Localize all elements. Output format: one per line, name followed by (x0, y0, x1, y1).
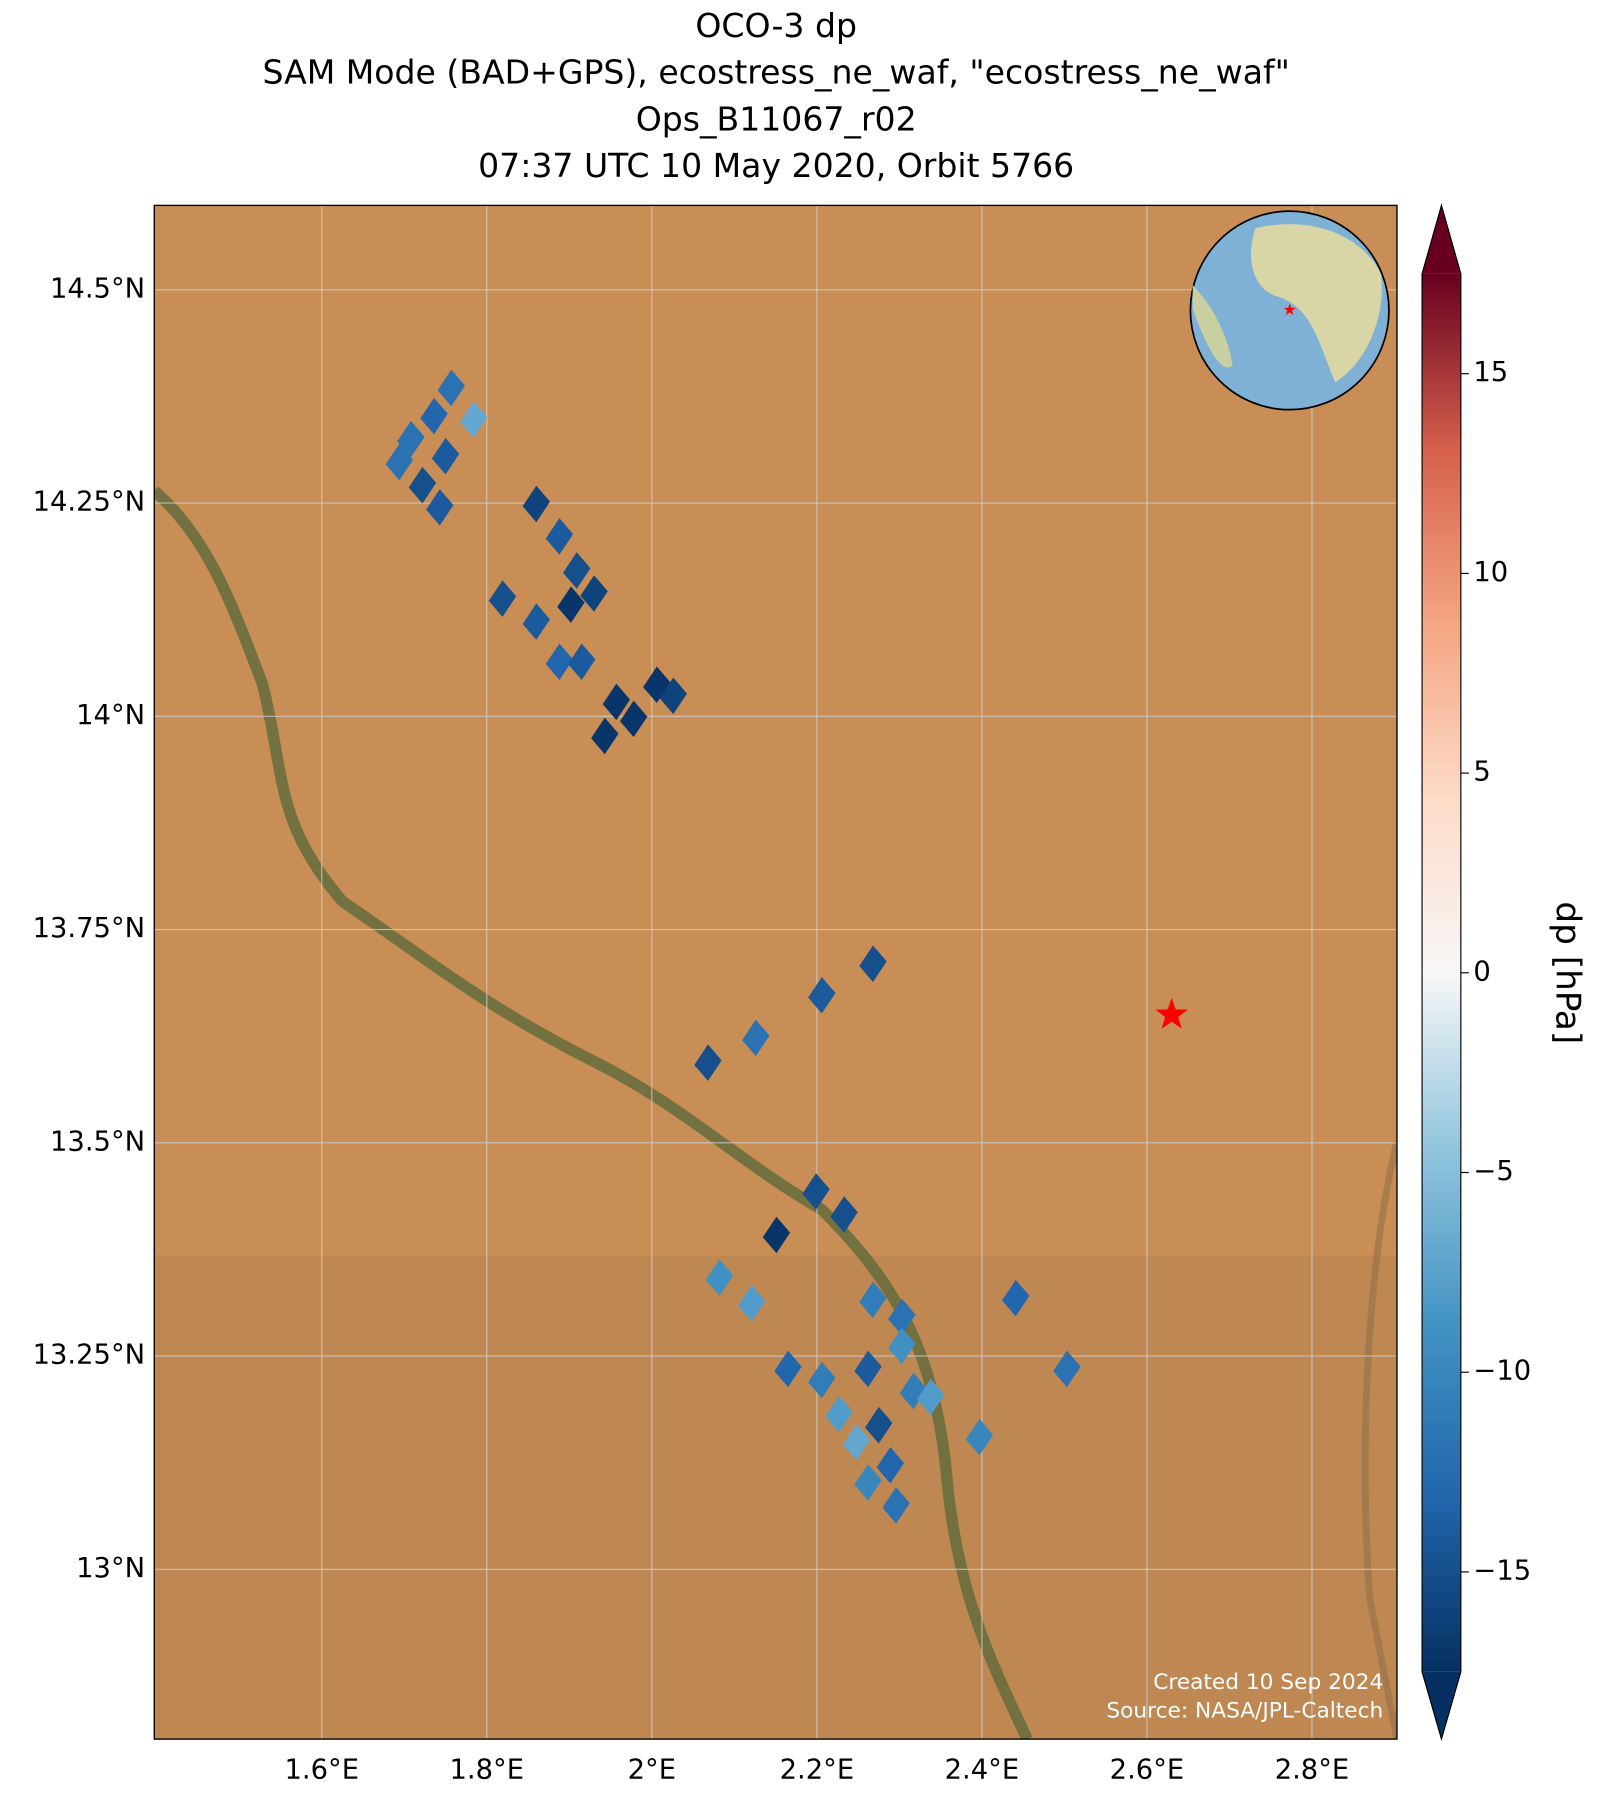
sounding (762, 1216, 791, 1254)
sounding (842, 1423, 871, 1461)
sounding (488, 580, 517, 617)
sounding (437, 369, 466, 407)
colorbar-tick-label: −5 (1473, 1156, 1513, 1187)
sounding (865, 1406, 893, 1444)
sounding (854, 1350, 882, 1388)
map-frame (153, 204, 1398, 1740)
sounding (568, 643, 596, 681)
sounding (737, 1284, 766, 1322)
sounding (545, 518, 574, 555)
colorbar-label: dp [hPa] (1547, 901, 1587, 1044)
x-tick-label: 2.8°E (1275, 1755, 1350, 1786)
sounding (830, 1196, 858, 1233)
sounding (876, 1447, 904, 1484)
x-tick-label: 2°E (628, 1755, 676, 1786)
x-tick-label: 2.4°E (945, 1755, 1020, 1786)
title-line: SAM Mode (BAD+GPS), ecostress_ne_waf, "e… (262, 53, 1289, 92)
sounding (431, 437, 460, 475)
sounding (385, 443, 414, 481)
colorbar-tick-label: −15 (1473, 1555, 1531, 1586)
sounding (643, 666, 671, 704)
y-tick-label: 14.25°N (33, 487, 146, 518)
sounding (545, 643, 574, 681)
colorbar-tick-label: 5 (1473, 757, 1490, 788)
svg-text:★: ★ (1283, 300, 1297, 319)
sounding (899, 1372, 928, 1410)
sounding (859, 1281, 887, 1319)
sounding (563, 552, 591, 589)
title-line: Ops_B11067_r02 (636, 99, 917, 138)
sounding (1002, 1279, 1030, 1317)
sounding (522, 485, 551, 523)
colorbar-extend-bottom (1422, 1671, 1461, 1740)
sounding (888, 1327, 916, 1365)
sounding (705, 1259, 734, 1296)
soundings (385, 369, 1188, 1524)
sounding (1053, 1350, 1081, 1388)
footer-text: Created 10 Sep 2024 (1153, 1670, 1383, 1695)
title-line: 07:37 UTC 10 May 2020, Orbit 5766 (478, 146, 1074, 185)
sounding (742, 1019, 770, 1057)
sounding (602, 683, 631, 721)
sounding (802, 1173, 830, 1210)
sounding (917, 1378, 945, 1416)
sounding (808, 977, 836, 1014)
x-tick-label: 1.8°E (450, 1755, 525, 1786)
sounding (426, 489, 454, 526)
sounding (459, 401, 488, 438)
sounding (854, 1464, 882, 1501)
sounding (965, 1418, 994, 1456)
sounding (408, 466, 437, 504)
colorbar-extend-top (1422, 205, 1461, 274)
sounding (619, 700, 648, 738)
x-tick-label: 2.2°E (780, 1755, 855, 1786)
sounding (888, 1298, 916, 1336)
target-star (1155, 997, 1188, 1029)
colorbar: −15 −10 −5 0 5 10 15 dp [hPa] (1421, 203, 1587, 1742)
sounding (522, 603, 551, 640)
colorbar-tick-label: 10 (1473, 557, 1508, 588)
sounding (808, 1361, 836, 1399)
colorbar-tick-label: −10 (1473, 1356, 1531, 1387)
footer-text: Source: NASA/JPL-Caltech (1106, 1699, 1383, 1724)
sounding (859, 945, 887, 982)
sounding (694, 1044, 722, 1081)
sounding (774, 1350, 802, 1388)
sounding (557, 586, 585, 623)
y-tick-label: 14°N (76, 700, 145, 731)
y-tick-label: 13°N (76, 1553, 145, 1584)
colorbar-tick-label: 15 (1473, 357, 1508, 388)
x-tick-label: 1.6°E (285, 1755, 360, 1786)
y-tick-label: 13.25°N (33, 1340, 146, 1371)
grid (154, 205, 1397, 1740)
y-tick-label: 14.5°N (50, 273, 145, 304)
sounding (659, 677, 687, 715)
sounding (397, 420, 425, 458)
colorbar-outline (1421, 203, 1462, 1742)
globe-inset: ★ (1189, 210, 1390, 411)
sounding (420, 397, 448, 435)
sounding (882, 1487, 910, 1524)
sounding (591, 717, 619, 755)
title-line: OCO-3 dp (695, 6, 857, 45)
y-tick-label: 13.5°N (50, 1126, 145, 1157)
ticks: 1.6°E 1.8°E 2°E 2.2°E 2.4°E 2.6°E 2.8°E 13°N 13.… (33, 273, 1350, 1785)
x-tick-label: 2.6°E (1110, 1755, 1185, 1786)
sounding (580, 575, 608, 612)
colorbar-body (1422, 273, 1461, 1672)
y-tick-label: 13.75°N (33, 913, 146, 944)
map-background (154, 205, 1397, 1740)
colorbar-tick-label: 0 (1473, 956, 1490, 987)
sounding (825, 1395, 853, 1433)
